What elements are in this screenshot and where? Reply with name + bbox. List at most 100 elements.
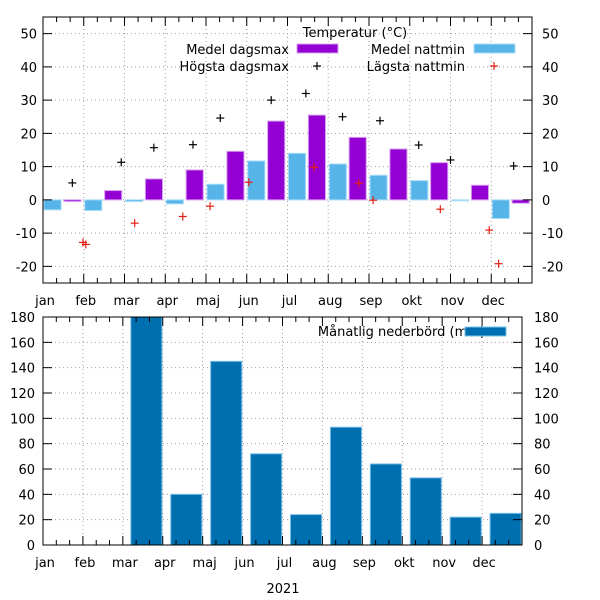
legend-label-medel-nattmin: Medel nattmin [371,43,465,58]
temperature-markers [68,89,518,268]
tick-label-x: sep [359,294,382,309]
plot-border [42,16,533,284]
bar-nederbord [210,360,243,546]
legend-title: Temperatur (°C) [302,26,408,41]
tick-label-y-left: 50 [20,28,37,43]
marker-hogsta-dagsmax [376,116,385,125]
marker-hogsta-dagsmax [338,112,347,121]
tick-label-y-right: 120 [534,387,559,402]
temperature-legend: Temperatur (°C) Medel dagsmax Högsta dag… [179,26,516,75]
tick-label-x: sep [353,556,376,571]
tick-label-y-left: -20 [16,260,37,275]
tick-label-y-left: 40 [20,61,37,76]
legend-label-hogsta-dagsmax: Högsta dagsmax [179,60,289,75]
x-axis-label: 2021 [266,582,299,597]
tick-label-y-right: 180 [534,311,559,326]
legend-swatch-medel-nattmin [473,43,516,54]
legend-label-lagsta-nattmin: Lägsta nattmin [367,60,465,75]
tick-label-x: feb [75,556,96,571]
tick-label-y-left: 60 [18,463,35,478]
marker-hogsta-dagsmax [188,140,197,149]
bar-medel-nattmin [328,163,347,201]
bar-nederbord [289,514,323,546]
bar-medel-dagsmax [307,114,326,201]
bar-medel-nattmin [369,174,388,201]
bar-medel-dagsmax [348,136,367,201]
tick-label-x: feb [75,294,96,309]
legend-swatch-medel-dagsmax [296,43,339,54]
marker-hogsta-dagsmax [117,158,126,167]
marker-lagsta-nattmin [206,202,215,211]
tick-label-x: mar [112,556,139,571]
tick-label-y-left: 180 [10,311,35,326]
tick-label-y-right: 0 [534,539,542,554]
legend-swatch-nederbord [464,326,507,337]
marker-hogsta-dagsmax [68,178,77,187]
bar-medel-nattmin [206,183,225,201]
bar-nederbord [329,426,363,546]
tick-label-x: nov [441,294,465,309]
tick-label-y-right: 100 [534,412,559,427]
precipitation-bars [130,316,522,546]
tick-label-x: jul [276,556,292,571]
tick-label-y-right: 50 [542,28,559,43]
tick-label-y-right: -20 [542,260,563,275]
bar-medel-nattmin [165,199,184,205]
tick-label-x: jul [281,294,297,309]
bar-medel-nattmin [451,199,470,202]
bar-medel-dagsmax [104,190,123,201]
tick-label-y-left: 160 [10,336,35,351]
marker-lagsta-nattmin [436,205,445,214]
tick-label-x: dec [472,556,495,571]
tick-label-y-right: 0 [542,194,550,209]
marker-hogsta-dagsmax [301,89,310,98]
bar-nederbord [250,453,283,546]
tick-label-y-left: 120 [10,387,35,402]
bar-medel-dagsmax [144,178,163,201]
tick-label-y-left: 0 [27,539,35,554]
tick-label-x: jan [34,294,55,309]
tick-label-y-left: -10 [16,227,37,242]
temperature-bars [43,114,530,219]
tick-label-y-right: 20 [542,127,559,142]
tick-label-y-right: 80 [534,438,551,453]
marker-hogsta-dagsmax [149,143,158,152]
plot-border [42,316,523,546]
tick-label-x: jun [234,556,255,571]
bar-medel-dagsmax [511,199,530,204]
bar-medel-dagsmax [226,150,245,201]
tick-label-x: okt [401,294,422,309]
tick-label-y-right: 20 [534,514,551,529]
marker-lagsta-nattmin [130,219,139,228]
marker-hogsta-dagsmax [509,161,518,170]
marker-hogsta-dagsmax [267,96,276,105]
bar-medel-nattmin [84,199,103,212]
marker-hogsta-dagsmax [216,114,225,123]
legend-marker-hogsta-dagsmax [313,62,321,70]
tick-label-y-left: 80 [18,438,35,453]
marker-lagsta-nattmin [369,196,378,205]
tick-label-y-left: 140 [10,362,35,377]
bar-medel-dagsmax [430,162,449,201]
tick-label-y-left: 20 [20,127,37,142]
bar-medel-dagsmax [267,120,286,201]
tick-label-y-right: 60 [534,463,551,478]
precipitation-axes: 0 0 20 20 40 40 60 60 80 80 100 100 120 120 140 140 160 1… [10,311,559,571]
marker-lagsta-nattmin [485,226,494,235]
temperature-grid [43,17,532,283]
tick-label-x: apr [156,294,178,309]
tick-label-y-right: 40 [534,488,551,503]
tick-label-y-left: 0 [29,194,37,209]
legend-label-medel-dagsmax: Medel dagsmax [186,43,289,58]
bar-medel-dagsmax [470,184,489,201]
bar-medel-nattmin [491,199,510,219]
marker-lagsta-nattmin [244,178,253,187]
tick-label-x: aug [318,294,342,309]
bar-medel-nattmin [410,180,429,201]
bar-nederbord [409,477,442,546]
tick-label-y-left: 100 [10,412,35,427]
tick-label-y-right: 10 [542,161,559,176]
tick-label-x: dec [482,294,505,309]
marker-lagsta-nattmin [178,212,187,221]
